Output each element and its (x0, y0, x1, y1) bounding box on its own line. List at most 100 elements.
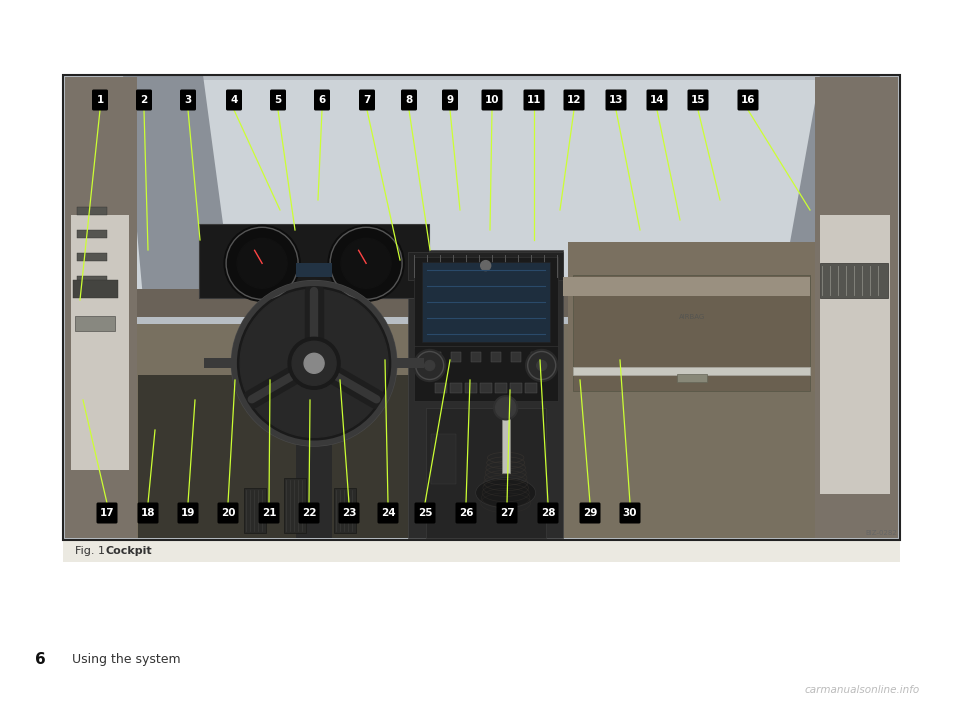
Text: 28: 28 (540, 508, 555, 518)
Text: 12: 12 (566, 95, 581, 105)
Text: 17: 17 (100, 508, 114, 518)
Bar (502, 413, 510, 472)
Text: 1: 1 (96, 95, 104, 105)
Text: 21: 21 (262, 508, 276, 518)
Bar (450, 353, 461, 362)
Text: 24: 24 (381, 508, 396, 518)
Bar (414, 346, 558, 400)
Bar (204, 358, 234, 368)
Circle shape (526, 350, 558, 381)
Text: 7: 7 (363, 95, 371, 105)
Text: 5: 5 (275, 95, 281, 105)
Bar (65, 80, 898, 298)
Bar (815, 77, 898, 538)
Bar (244, 488, 266, 533)
Text: 27: 27 (500, 508, 515, 518)
Text: 9: 9 (446, 95, 453, 105)
Circle shape (493, 396, 517, 420)
Circle shape (304, 353, 324, 374)
Text: Fig. 1: Fig. 1 (75, 546, 105, 556)
Bar (431, 434, 456, 484)
FancyBboxPatch shape (258, 503, 279, 524)
Text: 16: 16 (741, 95, 756, 105)
FancyBboxPatch shape (339, 503, 359, 524)
Bar (511, 353, 520, 362)
Bar (75, 315, 115, 331)
Bar (564, 278, 810, 296)
FancyBboxPatch shape (136, 90, 152, 111)
Bar (421, 262, 550, 342)
FancyBboxPatch shape (178, 503, 199, 524)
Text: 23: 23 (342, 508, 356, 518)
Bar (494, 383, 507, 393)
Text: 10: 10 (485, 95, 499, 105)
Text: 8: 8 (405, 95, 413, 105)
Ellipse shape (476, 478, 536, 508)
Circle shape (288, 337, 340, 389)
FancyBboxPatch shape (299, 503, 320, 524)
Bar (334, 488, 356, 533)
FancyBboxPatch shape (737, 90, 758, 111)
FancyBboxPatch shape (523, 90, 544, 111)
Bar (820, 215, 890, 494)
Bar (77, 276, 107, 284)
Circle shape (424, 360, 435, 371)
Bar (284, 478, 306, 533)
Bar (531, 353, 540, 362)
Circle shape (341, 238, 391, 288)
Text: 11: 11 (527, 95, 541, 105)
Bar (480, 383, 492, 393)
Circle shape (481, 261, 491, 271)
Text: 4: 4 (230, 95, 238, 105)
Bar (199, 224, 429, 298)
Bar (573, 367, 810, 375)
Text: 2: 2 (140, 95, 148, 105)
Circle shape (232, 281, 396, 445)
Text: 6: 6 (35, 653, 46, 667)
Text: 19: 19 (180, 508, 195, 518)
FancyBboxPatch shape (538, 503, 559, 524)
Text: 6: 6 (319, 95, 325, 105)
Polygon shape (123, 75, 233, 298)
Circle shape (495, 397, 516, 418)
Text: BIZ-0282: BIZ-0282 (865, 530, 897, 536)
Bar (77, 207, 107, 215)
Bar (470, 353, 481, 362)
FancyBboxPatch shape (180, 90, 196, 111)
Polygon shape (780, 75, 880, 298)
FancyBboxPatch shape (226, 90, 242, 111)
Circle shape (240, 290, 388, 437)
Text: carmanualsonline.info: carmanualsonline.info (804, 685, 920, 695)
Bar (296, 264, 332, 278)
Bar (414, 257, 558, 348)
Circle shape (537, 360, 546, 371)
Circle shape (224, 225, 300, 301)
Bar (395, 358, 424, 368)
Bar (65, 77, 137, 538)
Bar (425, 408, 545, 538)
FancyBboxPatch shape (580, 503, 601, 524)
Bar (414, 349, 558, 365)
FancyBboxPatch shape (442, 90, 458, 111)
FancyBboxPatch shape (97, 503, 117, 524)
Text: 20: 20 (221, 508, 235, 518)
Bar (491, 353, 501, 362)
Circle shape (237, 238, 287, 288)
Text: 30: 30 (623, 508, 637, 518)
FancyBboxPatch shape (482, 90, 502, 111)
Bar (465, 383, 477, 393)
Text: 29: 29 (583, 508, 597, 518)
Text: 25: 25 (418, 508, 432, 518)
Bar (65, 324, 898, 538)
FancyBboxPatch shape (359, 90, 375, 111)
Bar (77, 253, 107, 261)
Bar (296, 422, 332, 538)
Bar (510, 383, 521, 393)
Circle shape (414, 350, 445, 381)
Bar (408, 252, 564, 280)
Bar (435, 383, 446, 393)
Bar (525, 383, 537, 393)
FancyBboxPatch shape (415, 503, 436, 524)
Text: 13: 13 (609, 95, 623, 105)
FancyBboxPatch shape (270, 90, 286, 111)
